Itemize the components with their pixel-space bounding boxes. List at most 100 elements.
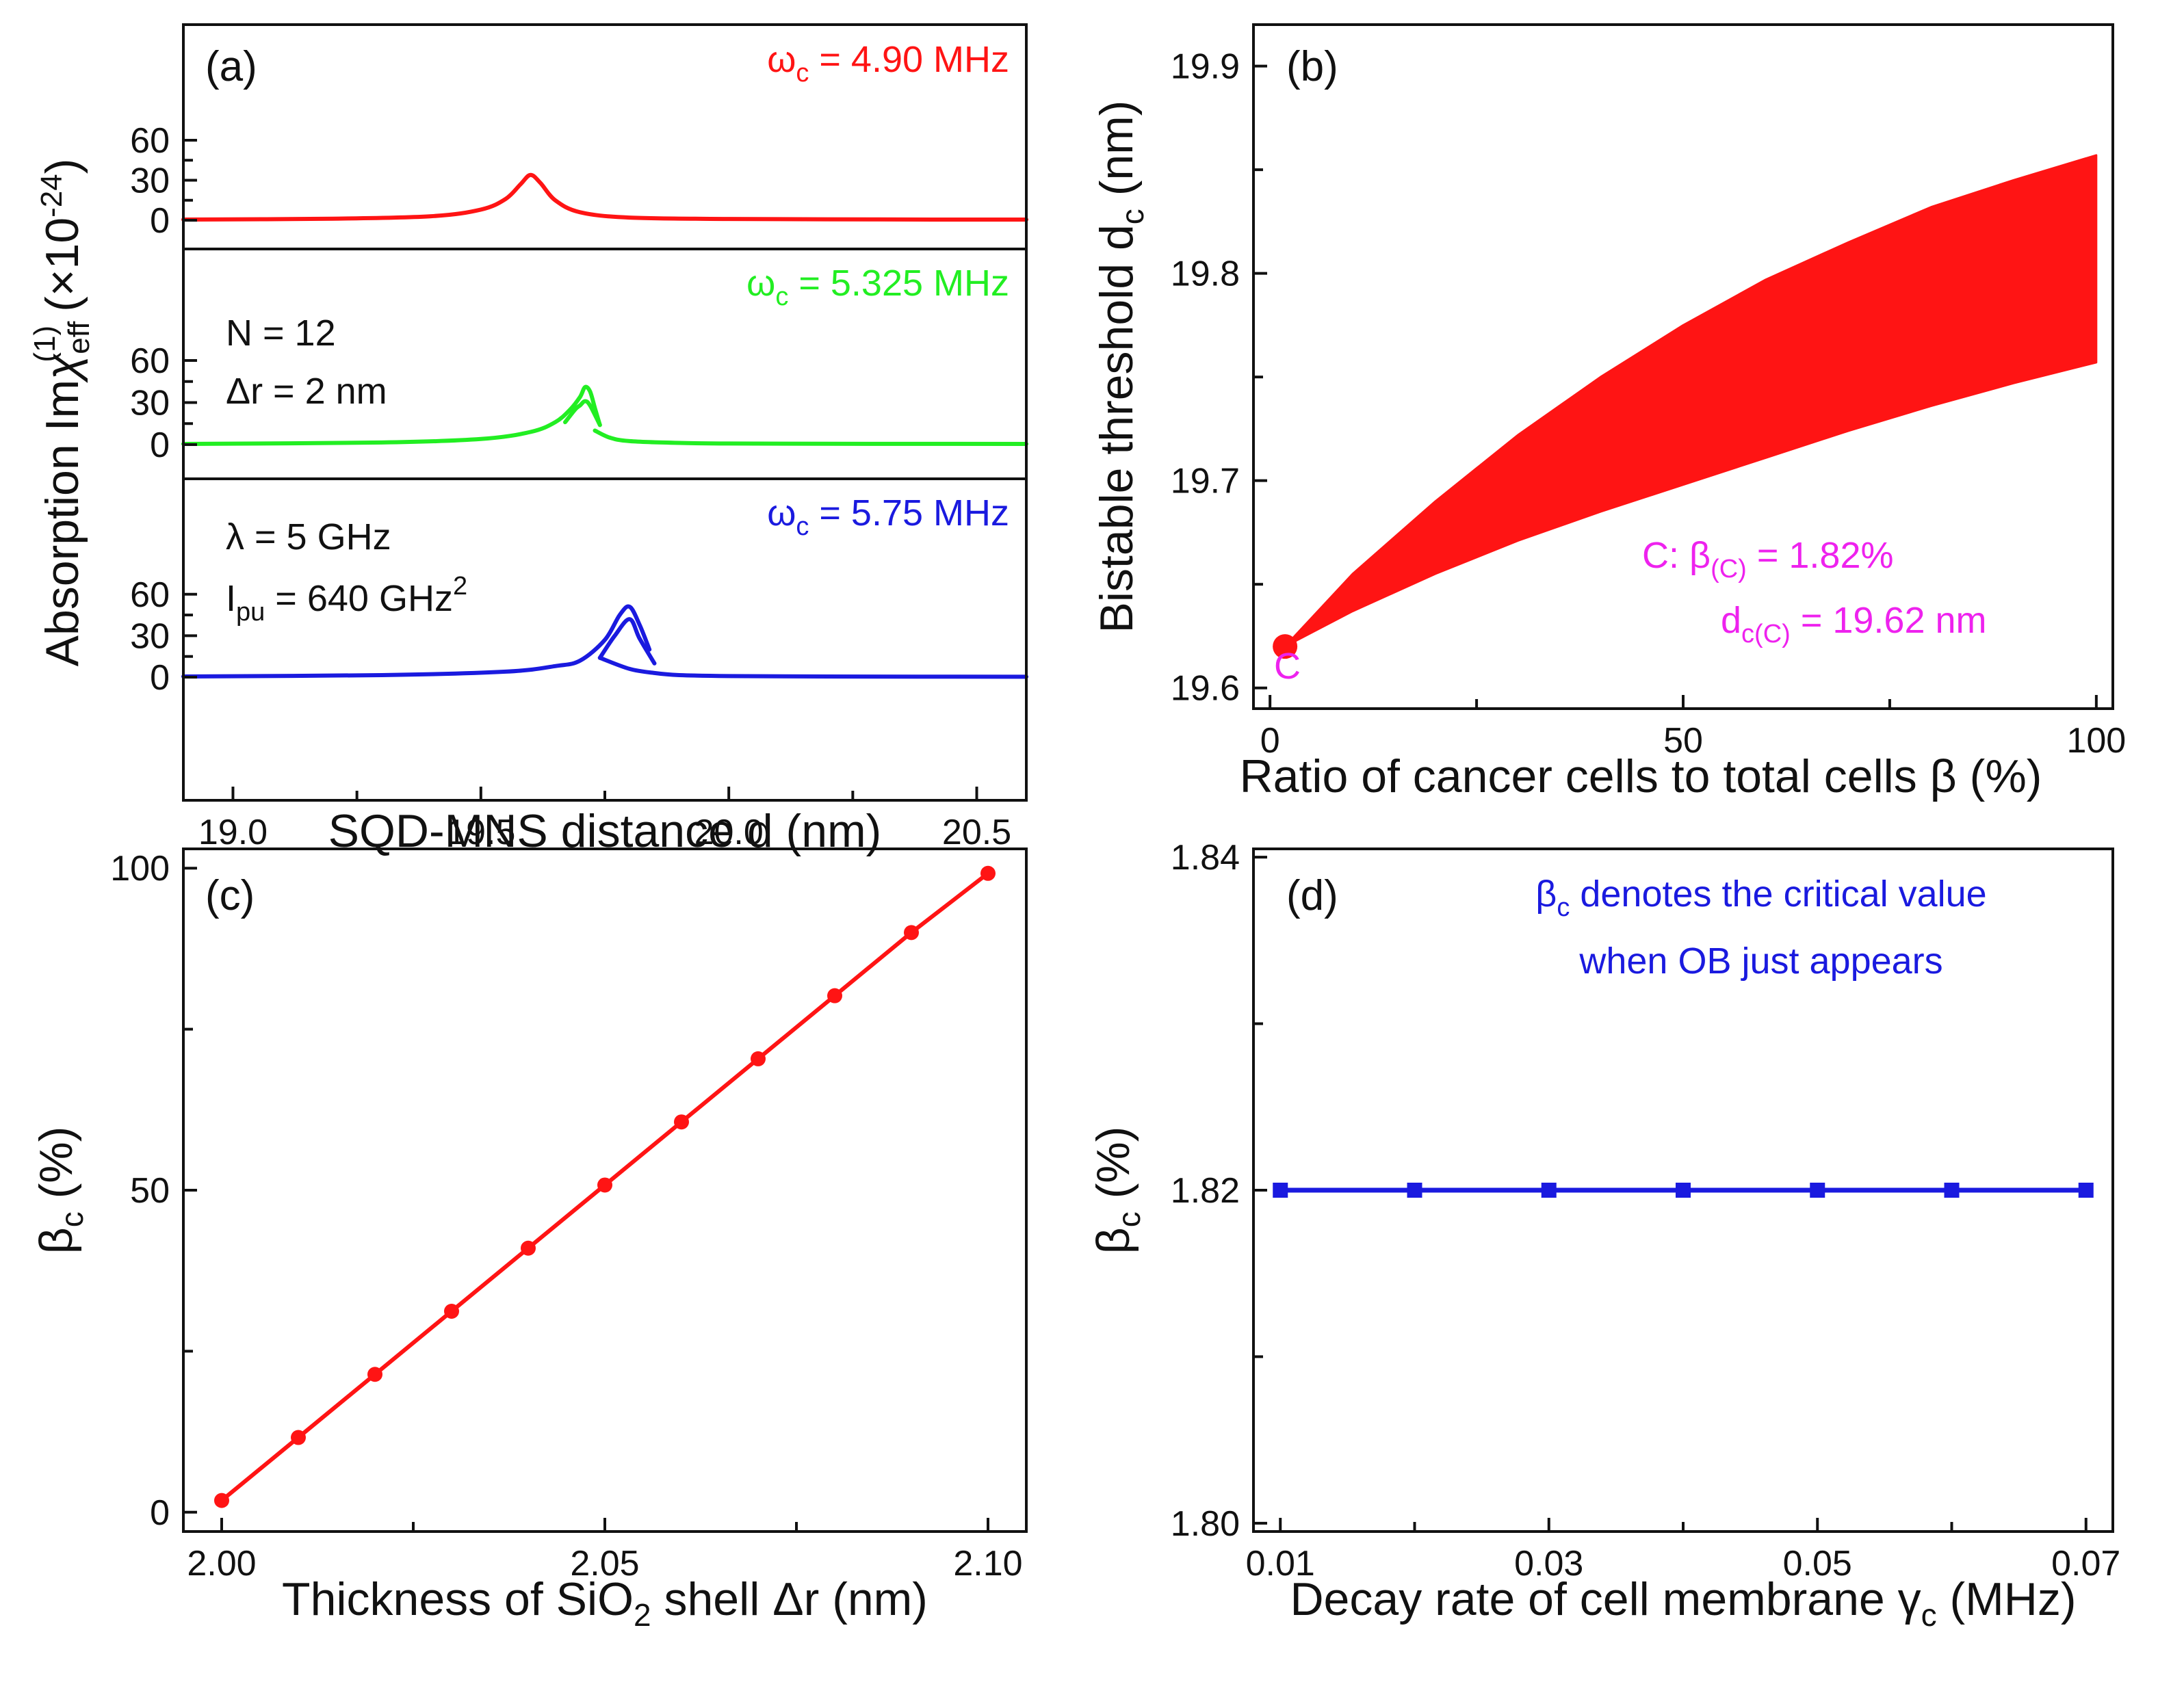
panel-b-ticks: 0 50 100 19.6 19.7 19.8 19.9 (1171, 47, 2126, 761)
omega-value: = 5.75 MHz (809, 492, 1009, 534)
absorption-curve-middle-branch (563, 399, 602, 428)
ipu-value: = 640 GHz (265, 578, 453, 619)
beta-c-point (1541, 1183, 1557, 1198)
point-c-marker (1273, 634, 1298, 659)
x-tick-label: 100 (2066, 721, 2126, 761)
beta-c-point (1810, 1183, 1825, 1198)
beta-c-point (1676, 1183, 1691, 1198)
panel-a-label: (a) (205, 43, 257, 90)
y-tick-label: 60 (130, 341, 170, 381)
x-tick-label: 0.07 (2051, 1544, 2120, 1584)
y-tick-label: 60 (130, 121, 170, 161)
y-tick-label: 60 (130, 575, 170, 615)
point-c-label: C (1274, 646, 1301, 687)
info-dc-c: dc(C) = 19.62 nm (1721, 600, 1987, 648)
panel-a-ylabel: Absorption Imχeff(1) (×10-24) (28, 159, 96, 667)
omega-symbol: ω (746, 263, 775, 304)
x-tick-label: 0.03 (1514, 1544, 1583, 1584)
panel-c-ylabel: βc (%) (30, 1127, 90, 1254)
omega-sub: c (796, 59, 809, 88)
y-tick-label: 30 (130, 616, 170, 656)
ylabel-sup: (1) (28, 326, 62, 363)
x-tick-label: 50 (1663, 721, 1703, 761)
beta-c-point (904, 925, 919, 941)
y-tick-label: 19.7 (1171, 462, 1240, 501)
absorption-curve-lower-branch (181, 604, 652, 679)
y-tick-label: 0 (150, 425, 170, 465)
omega-symbol: ω (767, 492, 796, 534)
x-tick-label: 19.5 (446, 813, 515, 852)
beta-c-point (2078, 1183, 2094, 1198)
ipu-symbol: I (226, 578, 236, 619)
beta-c-point (291, 1430, 306, 1445)
ylabel-post: (nm) (1091, 101, 1143, 209)
ylabel-sub: eff (62, 321, 96, 354)
beta-c-point (751, 1051, 766, 1066)
panel-a-frame (182, 23, 1028, 802)
panel-b-label: (b) (1286, 43, 1338, 90)
beta-c-point (980, 865, 996, 881)
omega-value: = 5.325 MHz (788, 263, 1009, 304)
xlabel-post: shell Δr (nm) (651, 1573, 928, 1625)
panel-a-omega-blue: ωc = 5.75 MHz (767, 492, 1009, 541)
ylabel-pre: β (30, 1227, 82, 1254)
bistable-region (1284, 154, 2098, 648)
x-tick-label: 2.10 (953, 1544, 1022, 1584)
panel-a-plot (181, 172, 1028, 679)
annotation-n: N = 12 (226, 313, 336, 354)
ylabel-sub: c (1111, 1211, 1147, 1227)
x-tick-label: 0 (1260, 721, 1280, 761)
xlabel-pre: Decay rate of cell membrane γ (1290, 1573, 1921, 1625)
omega-symbol: ω (767, 39, 796, 80)
panel-d-ticks: 0.01 0.03 0.05 0.07 1.80 1.82 1.84 (1171, 838, 2121, 1584)
panel-c-xlabel: Thickness of SiO2 shell Δr (nm) (282, 1573, 928, 1633)
panel-a-omega-green: ωc = 5.325 MHz (746, 263, 1009, 311)
omega-value: = 4.90 MHz (809, 39, 1009, 80)
panel-a-omega-red: ωc = 4.90 MHz (767, 39, 1009, 88)
beta-c-point (674, 1114, 689, 1130)
y-tick-label: 30 (130, 384, 170, 423)
y-tick-label: 0 (150, 201, 170, 241)
beta-c-point (521, 1240, 536, 1256)
ipu-sub: pu (236, 598, 265, 627)
ylabel-sub: c (1115, 209, 1150, 224)
ylabel-chi: χ (36, 353, 88, 383)
absorption-curve-lower-branch (181, 384, 602, 446)
beta-c-point (1407, 1183, 1422, 1198)
beta-c-point (597, 1177, 612, 1193)
beta-c-point (444, 1304, 459, 1319)
x-tick-label: 20.5 (942, 813, 1011, 852)
y-tick-label: 30 (130, 161, 170, 201)
note-beta-sub: c (1557, 893, 1570, 922)
info-beta-value: = 1.82% (1747, 535, 1894, 576)
omega-sub: c (796, 512, 809, 541)
ylabel-post: (%) (1087, 1127, 1139, 1212)
y-tick-label: 0 (150, 658, 170, 698)
ylabel-close: ) (36, 159, 88, 174)
note-text: denotes the critical value (1570, 873, 1986, 915)
ylabel-main: Absorption Im (36, 380, 88, 667)
panel-d-ylabel: βc (%) (1087, 1127, 1147, 1254)
panel-d-plot (1273, 1183, 2094, 1198)
panel-d-xlabel: Decay rate of cell membrane γc (MHz) (1290, 1573, 2076, 1633)
beta-c-point (1944, 1183, 1960, 1198)
annotation-dr: Δr = 2 nm (226, 371, 387, 412)
panel-d-note-line2: when OB just appears (1578, 941, 1942, 982)
panel-c-label: (c) (205, 872, 255, 919)
info-beta-c: C: β(C) = 1.82% (1642, 535, 1894, 583)
absorption-curve-upper-branch (593, 428, 1028, 446)
x-tick-label: 19.0 (198, 813, 268, 852)
info-beta-sub: (C) (1711, 555, 1747, 583)
panel-b-plot (1273, 154, 2098, 659)
beta-c-point (367, 1367, 382, 1382)
y-tick-label: 50 (130, 1171, 170, 1211)
x-tick-label: 2.00 (187, 1544, 256, 1584)
xlabel-sub: c (1921, 1597, 1937, 1633)
panel-c-ticks: 2.00 2.05 2.10 0 50 100 (110, 849, 1022, 1584)
ylabel-pre: β (1087, 1227, 1139, 1254)
ylabel-post: (%) (30, 1127, 82, 1212)
x-tick-label: 2.05 (570, 1544, 639, 1584)
